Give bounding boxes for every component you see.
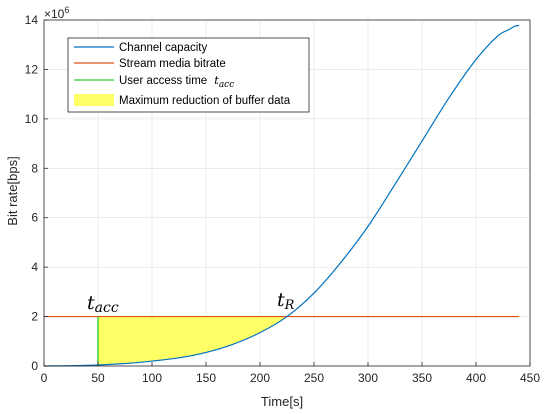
x-tick-label: 150 xyxy=(196,371,216,385)
x-axis-title: Time[s] xyxy=(261,394,303,409)
y-tick-label: 8 xyxy=(31,161,38,175)
buffer-reduction-area-layer xyxy=(98,316,287,366)
legend-label-user-access-time: User access time tacc xyxy=(119,73,234,90)
axes xyxy=(43,19,531,367)
series-layer xyxy=(43,24,520,367)
y-tick-label: 14 xyxy=(25,13,39,27)
y-tick-label: 0 xyxy=(31,359,38,373)
x-tick-label: 0 xyxy=(41,371,48,385)
x-tick-label: 200 xyxy=(250,371,270,385)
buffer-reduction-area xyxy=(98,316,287,366)
x-tick-label: 50 xyxy=(91,371,105,385)
series-channel-capacity xyxy=(43,24,520,367)
ticks: 0 50 100 150 200 250 300 350 400 450 0 2 4 6 8 10 12 14 xyxy=(25,13,541,385)
y-tick-label: 12 xyxy=(25,62,39,76)
x-tick-label: 350 xyxy=(412,371,432,385)
legend-label-channel-capacity: Channel capacity xyxy=(119,42,207,54)
legend-label-buffer-reduction: Maximum reduction of buffer data xyxy=(119,95,291,107)
exponent-base: ×10 xyxy=(44,7,65,21)
exponent-power: 6 xyxy=(64,5,69,15)
x-tick-label: 100 xyxy=(142,371,162,385)
y-tick-label: 6 xyxy=(31,211,38,225)
legend-user-access-text: User access time xyxy=(119,75,207,87)
annotation-t-r-symbol: t xyxy=(277,289,285,311)
x-tick-label: 250 xyxy=(304,371,324,385)
annotation-t-acc: tacc xyxy=(87,292,119,316)
y-exponent-label: ×106 xyxy=(44,5,69,21)
y-tick-label: 10 xyxy=(25,112,39,126)
annotation-t-acc-symbol: t xyxy=(87,292,95,314)
legend-user-access-symbol: t xyxy=(214,73,219,87)
y-tick-label: 2 xyxy=(31,310,38,324)
annotation-t-acc-subscript: acc xyxy=(95,300,119,316)
legend-label-stream-media-bitrate: Stream media bitrate xyxy=(119,58,226,70)
legend: Channel capacity Stream media bitrate Us… xyxy=(67,37,310,113)
x-tick-label: 300 xyxy=(358,371,378,385)
annotation-t-r: tR xyxy=(277,289,295,313)
legend-user-access-subscript: acc xyxy=(219,80,234,90)
plot-frame xyxy=(43,19,531,367)
y-tick-label: 4 xyxy=(31,260,38,274)
legend-swatch-buffer-reduction xyxy=(74,94,114,106)
annotation-t-r-subscript: R xyxy=(284,298,295,313)
x-tick-label: 400 xyxy=(466,371,486,385)
y-axis-title: Bit rate[bps] xyxy=(5,156,20,225)
x-tick-label: 450 xyxy=(520,371,540,385)
